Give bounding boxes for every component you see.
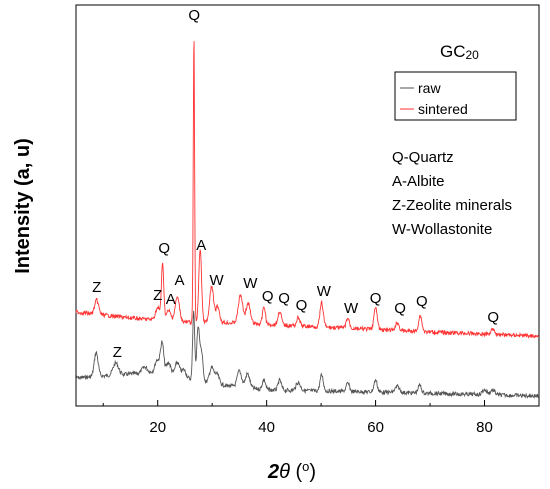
plot-frame <box>75 4 540 407</box>
x-tick-label-60: 60 <box>367 419 384 436</box>
peak-label-a-6: A <box>196 237 206 254</box>
x-tick-label-20: 20 <box>149 419 166 436</box>
peak-label-q-15: Q <box>394 300 406 317</box>
x-tick-label-40: 40 <box>258 419 275 436</box>
peak-label-q-16: Q <box>416 293 428 310</box>
peak-label-z-17: Z <box>113 344 122 361</box>
peak-label-w-12: W <box>317 283 332 300</box>
peak-label-q-10: Q <box>278 290 290 307</box>
legend-label-raw: raw <box>418 80 441 96</box>
x-tick-label-80: 80 <box>476 419 493 436</box>
peak-label-z-1: Z <box>92 279 101 296</box>
phase-key: Q-Quartz A-Albite Z-Zeolite minerals W-W… <box>392 149 512 238</box>
x-axis-title: 2θ (o) <box>267 459 316 483</box>
x-axis-ticks: 20 40 60 80 <box>102 400 540 436</box>
y-axis-title: Intensity (a, u) <box>12 138 34 274</box>
peak-label-q-0: Q <box>188 7 200 24</box>
peak-label-q-18: Q <box>487 309 499 326</box>
peak-label-w-7: W <box>209 272 224 289</box>
phase-key-wollastonite: W-Wollastonite <box>392 221 492 238</box>
legend-box <box>394 71 517 121</box>
legend: raw sintered <box>394 71 517 121</box>
peak-label-w-8: W <box>243 275 258 292</box>
peak-label-q-9: Q <box>262 288 274 305</box>
phase-key-albite: A-Albite <box>392 173 445 190</box>
peak-label-a-4: A <box>166 291 176 308</box>
peak-label-z-2: Z <box>153 287 162 304</box>
sample-label: GC20 <box>440 42 479 62</box>
legend-label-sintered: sintered <box>418 101 468 117</box>
series-layer <box>75 41 540 399</box>
peak-label-q-11: Q <box>296 297 308 314</box>
peak-label-q-14: Q <box>370 290 382 307</box>
peak-label-q-3: Q <box>158 240 170 257</box>
series-line-sintered <box>75 41 540 340</box>
phase-key-quartz: Q-Quartz <box>392 149 454 166</box>
series-line-raw <box>75 310 540 399</box>
phase-key-zeolite: Z-Zeolite minerals <box>392 197 512 214</box>
peak-label-w-13: W <box>344 300 359 317</box>
peak-label-a-5: A <box>174 272 184 289</box>
